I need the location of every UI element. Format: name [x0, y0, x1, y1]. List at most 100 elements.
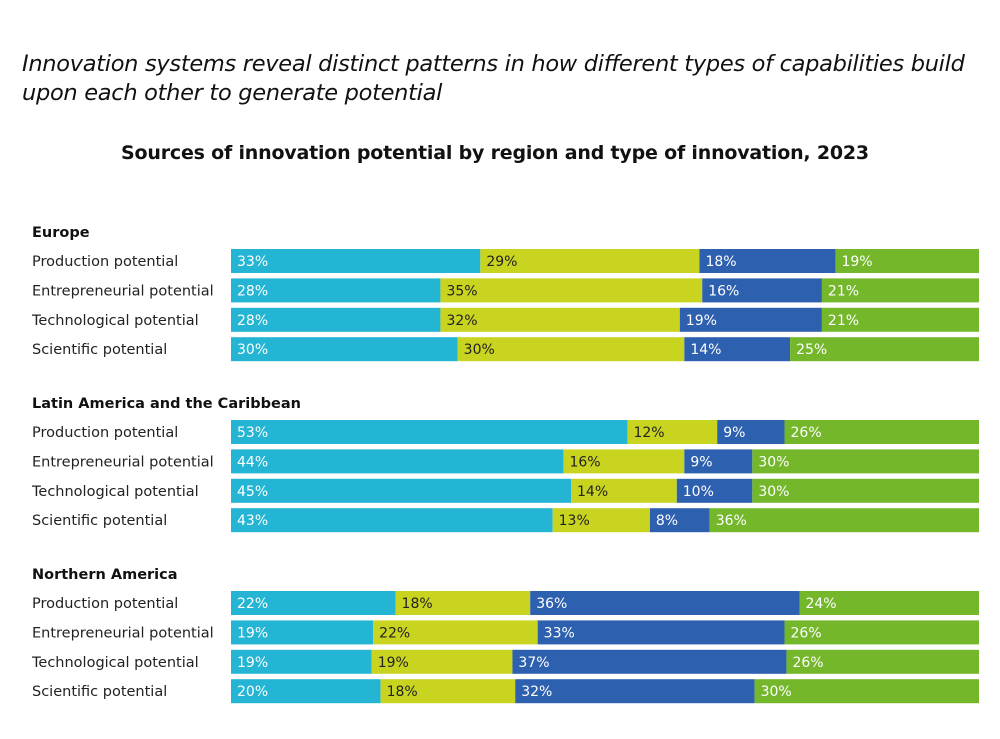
data-label: 30%: [758, 454, 789, 470]
data-label: 18%: [402, 596, 433, 612]
data-label: 26%: [792, 655, 823, 671]
data-label: 43%: [237, 513, 268, 529]
data-label: 36%: [716, 513, 747, 529]
bar-segment: [440, 307, 680, 332]
bar-segment: [231, 249, 481, 273]
bar-segment: [627, 420, 718, 444]
bar-segment: [702, 278, 822, 303]
bar-segment: [512, 649, 787, 674]
bar-row: Production potential 53% 12% 9% 26%: [32, 420, 979, 444]
bar-segment: [515, 679, 755, 704]
data-label: 26%: [791, 625, 822, 641]
data-label: 19%: [237, 655, 268, 671]
bar-segment: [752, 449, 979, 474]
bar-segment: [231, 508, 553, 533]
bar-segment: [752, 478, 979, 503]
bar-row: Production potential 33% 29% 18% 19%: [32, 249, 979, 273]
row-label: Production potential: [32, 254, 178, 270]
row-label: Entrepreneurial potential: [32, 454, 214, 470]
bar-row: Entrepreneurial potential 44% 16% 9% 30%: [32, 449, 979, 474]
data-label: 30%: [464, 342, 495, 358]
data-label: 22%: [379, 625, 410, 641]
row-label: Entrepreneurial potential: [32, 625, 214, 641]
bar-segment: [679, 307, 822, 332]
bar-segment: [231, 649, 372, 674]
bar-segment: [684, 337, 791, 362]
data-label: 14%: [577, 484, 608, 500]
data-label: 16%: [708, 283, 739, 299]
data-label: 30%: [761, 684, 792, 700]
bar-row: Technological potential 28% 32% 19% 21%: [31, 307, 979, 332]
data-label: 19%: [686, 313, 717, 329]
bar-segment: [790, 337, 979, 362]
data-label: 21%: [828, 313, 859, 329]
bar-segment: [231, 591, 396, 615]
data-label: 9%: [690, 454, 712, 470]
data-label: 24%: [805, 596, 836, 612]
data-label: 18%: [387, 684, 418, 700]
data-label: 53%: [237, 425, 268, 441]
region-label: Latin America and the Caribbean: [32, 396, 301, 412]
data-label: 19%: [237, 625, 268, 641]
bar-segment: [530, 591, 800, 615]
bar-row: Technological potential 45% 14% 10% 30%: [31, 478, 979, 503]
bar-segment: [649, 508, 710, 533]
bar-segment: [231, 420, 628, 444]
bar-segment: [380, 679, 516, 704]
data-label: 9%: [723, 425, 745, 441]
bar-row: Technological potential 19% 19% 37% 26%: [31, 649, 979, 674]
bar-segment: [371, 649, 513, 674]
region-group: Northern America Production potential 22% 1…: [31, 567, 979, 704]
bar-segment: [563, 449, 685, 474]
bar-segment: [457, 337, 685, 362]
data-label: 45%: [237, 484, 268, 500]
bar-row: Production potential 22% 18% 36% 24%: [32, 591, 979, 615]
headline: Innovation systems reveal distinct patte…: [22, 51, 965, 106]
bar-segment: [480, 249, 700, 273]
data-label: 14%: [690, 342, 721, 358]
region-group: Europe Production potential 33% 29% 18% 19% En…: [31, 225, 979, 362]
bar-row: Scientific potential 20% 18% 32% 30%: [32, 679, 979, 704]
bar-segment: [799, 591, 979, 615]
bar-segment: [676, 478, 753, 503]
bar-segment: [821, 307, 979, 332]
data-label: 30%: [237, 342, 268, 358]
bar-segment: [231, 449, 564, 474]
bar-segment: [395, 591, 531, 615]
data-label: 28%: [237, 313, 268, 329]
data-label: 10%: [683, 484, 714, 500]
region-label: Northern America: [32, 567, 178, 583]
data-label: 12%: [633, 425, 664, 441]
bar-segment: [231, 679, 381, 704]
bar-row: Entrepreneurial potential 28% 35% 16% 21%: [32, 278, 979, 303]
data-label: 19%: [841, 254, 872, 270]
data-label: 28%: [237, 283, 268, 299]
bar-segment: [786, 649, 979, 674]
data-label: 20%: [237, 684, 268, 700]
data-label: 44%: [237, 454, 268, 470]
bar-segment: [231, 307, 441, 332]
row-label: Technological potential: [31, 484, 199, 500]
bar-segment: [373, 620, 538, 645]
data-label: 32%: [521, 684, 552, 700]
row-label: Technological potential: [31, 655, 199, 671]
row-label: Scientific potential: [32, 513, 167, 529]
chart-title: Sources of innovation potential by regio…: [121, 142, 869, 164]
data-label: 18%: [705, 254, 736, 270]
row-label: Technological potential: [31, 313, 199, 329]
data-label: 25%: [796, 342, 827, 358]
bar-segment: [684, 449, 753, 474]
bar-row: Scientific potential 43% 13% 8% 36%: [32, 508, 979, 533]
bar-segment: [552, 508, 650, 533]
row-label: Scientific potential: [32, 684, 167, 700]
data-label: 33%: [237, 254, 268, 270]
bar-segment: [717, 420, 785, 444]
bar-segment: [231, 337, 458, 362]
data-label: 21%: [828, 283, 859, 299]
data-label: 29%: [486, 254, 517, 270]
bar-segment: [821, 278, 979, 303]
data-label: 35%: [446, 283, 477, 299]
data-label: 33%: [544, 625, 575, 641]
row-label: Scientific potential: [32, 342, 167, 358]
bar-segment: [231, 278, 441, 303]
